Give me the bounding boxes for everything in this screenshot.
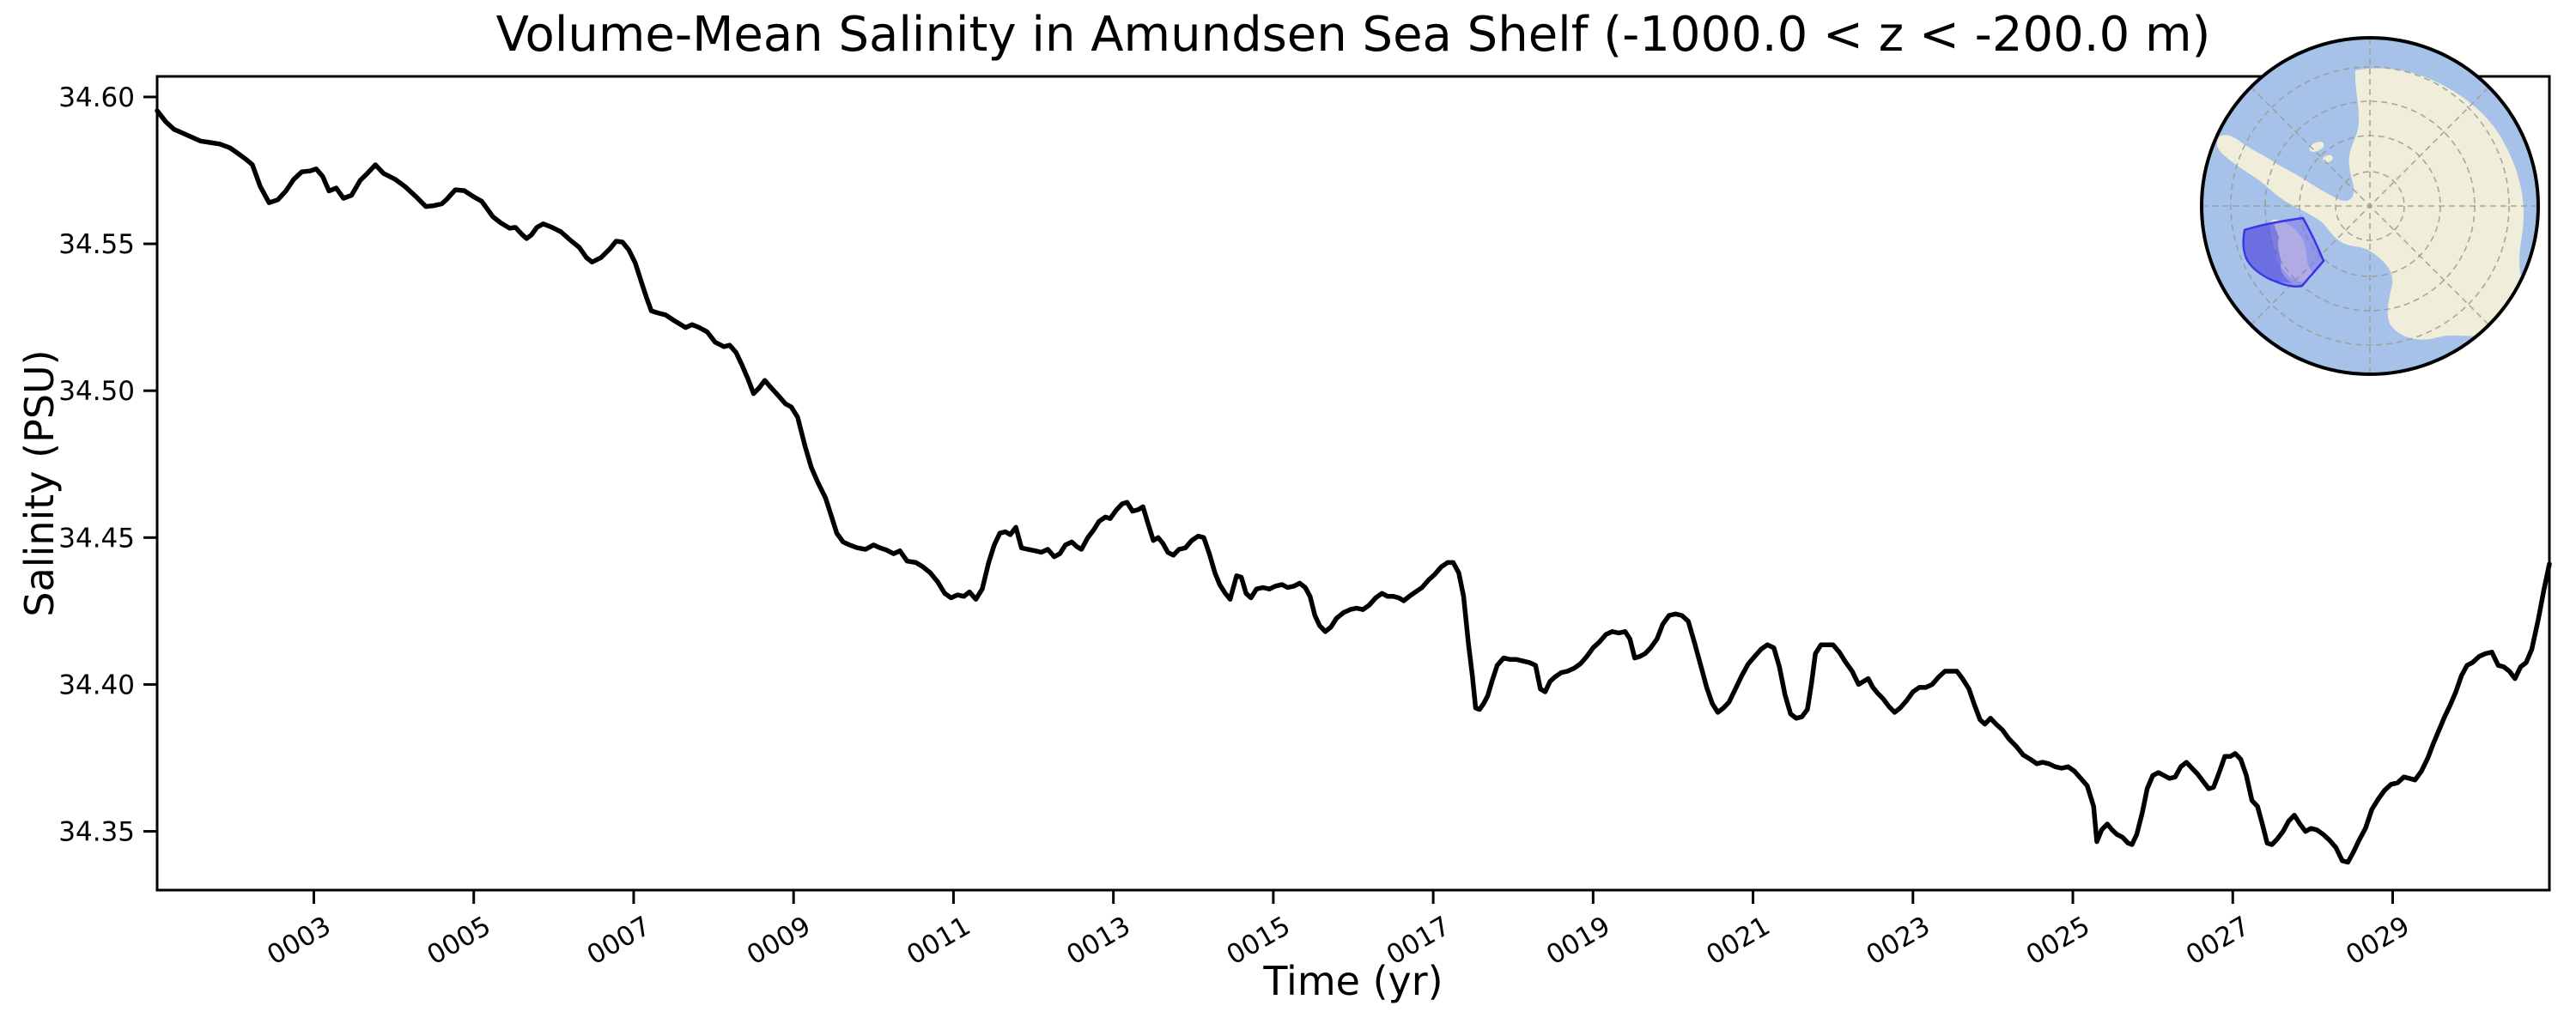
y-tick-label: 34.50	[58, 376, 135, 407]
x-tick-label: 0015	[1222, 911, 1296, 972]
x-tick-label: 0005	[422, 911, 495, 972]
x-tick-label: 0009	[742, 911, 816, 972]
plot-frame	[155, 75, 2551, 892]
study-region-shelf-part	[2243, 223, 2293, 283]
inset-map-border	[2200, 36, 2540, 376]
y-tick-label: 34.40	[58, 670, 135, 700]
chart-title: Volume-Mean Salinity in Amundsen Sea She…	[495, 7, 2211, 63]
salinity-series-line	[155, 108, 2552, 865]
x-tick-label: 0007	[582, 911, 656, 972]
y-tick-label: 34.35	[58, 817, 135, 848]
y-tick-label: 34.55	[58, 229, 135, 260]
x-tick-label: 0023	[1861, 911, 1935, 972]
x-tick-label: 0027	[2181, 911, 2255, 972]
study-region-highlight	[2242, 216, 2325, 288]
x-tick-label: 0003	[262, 911, 336, 972]
x-tick-label: 0011	[902, 911, 975, 972]
y-tick-label: 34.60	[58, 82, 135, 113]
x-tick-label: 0025	[2021, 911, 2095, 972]
x-tick-label: 0013	[1061, 911, 1135, 972]
x-tick-label: 0029	[2341, 911, 2415, 972]
x-tick-label: 0017	[1382, 911, 1455, 972]
x-tick-label: 0019	[1541, 911, 1615, 972]
y-tick-label: 34.45	[58, 523, 135, 554]
x-axis-label: Time (yr)	[1263, 958, 1443, 1004]
x-tick-label: 0021	[1701, 911, 1775, 972]
antarctica-inset-map	[2200, 36, 2540, 376]
